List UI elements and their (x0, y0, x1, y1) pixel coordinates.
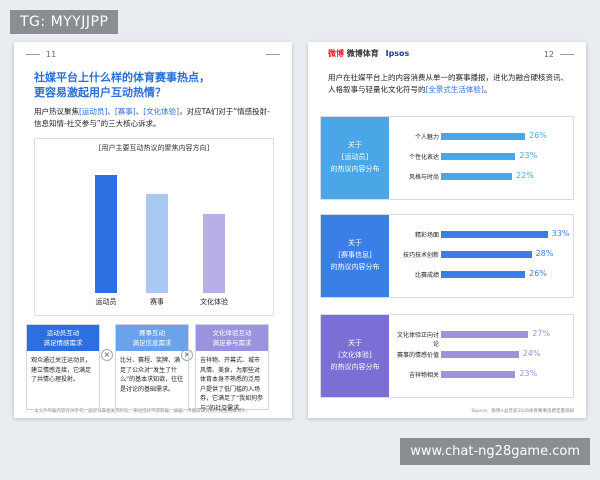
need-card: 运动员互动 满足情感需求 观众通过关注运动员，建立情感连接，它满足了共情心理投射。 (26, 324, 100, 410)
desc-text: 、 (135, 107, 144, 116)
row-bar (441, 173, 513, 180)
close-icon: × (181, 349, 193, 361)
row-percent: 33% (551, 229, 570, 238)
desc-text: ，对应TA们对于“情感投射-信息知情-社交参与”的三大核心诉求。 (34, 107, 270, 128)
row-bar (441, 231, 548, 238)
source-note: Source：微博×益普索2026体育赛事消费定量调研 (471, 409, 574, 414)
row-label: 风格与时尚 (408, 174, 439, 181)
page-rule (26, 54, 40, 55)
card-heading: 文化体验互动 满足参与需求 (196, 325, 268, 351)
row-percent: 26% (529, 269, 547, 278)
card-body: 吉祥物、开幕式、城市风情、美食，为那些对体育本身不熟悉的泛用户提供了低门槛的入场… (200, 357, 264, 412)
title-text: 用户在社媒平台上的内容消费从单一的赛事播报，进化为融合硬核资讯、人格叙事与轻量化… (328, 73, 568, 94)
desc-text: 、 (107, 107, 115, 116)
row-percent: 23% (519, 369, 538, 378)
page-number: 12 (543, 50, 554, 59)
row-bar (441, 271, 526, 278)
card-body: 比分、赛程、奖牌、满足了公众对“发生了什么”的基本求知欲，往往是讨论的基础需求。 (120, 357, 184, 393)
row-percent: 23% (519, 151, 538, 160)
need-card: 赛事互动 满足信息需求比分、赛程、奖牌、满足了公众对“发生了什么”的基本求知欲，往… (115, 324, 189, 410)
row-bar (441, 251, 532, 258)
desc-highlight: [赛事] (114, 107, 136, 116)
weibo-logo: 微博 (328, 49, 344, 58)
page-title: 社媒平台上什么样的体育赛事热点， 更容易激起用户互动热情？ (34, 70, 274, 100)
chart-category-label: 赛事 (150, 298, 164, 306)
chart-category-label: 运动员 (95, 298, 117, 306)
page-number: 11 (46, 50, 57, 59)
title-text: 。 (483, 85, 492, 94)
row-label: 吉祥物相关 (408, 372, 439, 379)
row-bar (441, 371, 516, 378)
left-page: 11 社媒平台上什么样的体育赛事热点， 更容易激起用户互动热情？ 用户热议聚焦[… (14, 42, 292, 418)
row-percent: 28% (535, 249, 554, 258)
row-label: 文化体验正向讨论 (396, 332, 439, 348)
page-title: 用户在社媒平台上的内容消费从单一的赛事播报，进化为融合硬核资讯、人格叙事与轻量化… (328, 72, 568, 96)
row-bar (441, 133, 526, 140)
row-label: 个性化表达 (408, 154, 439, 161)
desc-text: 用户热议聚焦 (34, 107, 79, 116)
need-card: 文化体验互动 满足参与需求吉祥物、开幕式、城市风情、美食，为那些对体育本身不熟悉的… (195, 324, 269, 412)
chart-bar (203, 213, 225, 293)
row-bar (441, 153, 516, 160)
brand-logos: 微博 微博体育 Ipsos (328, 48, 409, 59)
card-heading: 运动员互动 满足情感需求 (27, 325, 99, 351)
card-heading: 赛事互动 满足信息需求 (116, 325, 188, 351)
chart-bar (146, 193, 168, 293)
bar-chart: [用户主要互动热议的聚焦内容方向] 运动员 赛事 文化体验 (34, 138, 274, 316)
chart-title: [用户主要互动热议的聚焦内容方向] (98, 144, 210, 152)
distribution-section: 关于 [运动员] 的热议内容分布 个人魅力 26% 个性化表达 23% 风格与时尚 22% (320, 116, 574, 200)
section-tag: 关于 [运动员] 的热议内容分布 (321, 117, 389, 199)
watermark: www.chat-ng28game.com (400, 438, 590, 465)
row-percent: 26% (529, 131, 547, 140)
section-tag: 关于 [文化体验] 的热议内容分布 (321, 315, 389, 397)
section-tag: 关于 [赛事信息] 的热议内容分布 (321, 215, 389, 297)
distribution-section: 关于 [文化体验] 的热议内容分布 文化体验正向讨论 27% 赛事的情感价值 24% 吉祥物相… (320, 314, 574, 398)
close-icon: × (101, 349, 113, 361)
page-description: 用户热议聚焦[运动员]、[赛事]、[文化体验]，对应TA们对于“情感投射-信息知… (34, 106, 274, 130)
tg-badge: TG: MYYJJPP (10, 10, 119, 34)
title-line: 更容易激起用户互动热情？ (34, 86, 166, 99)
row-label: 个人魅力 (414, 134, 439, 141)
page-rule (560, 54, 574, 55)
row-percent: 27% (532, 329, 551, 338)
page-rule (266, 54, 280, 55)
distribution-section: 关于 [赛事信息] 的热议内容分布 精彩场面 33% 技巧技术创新 28% 比赛成绩 26% (320, 214, 574, 298)
right-page: 微博 微博体育 Ipsos 12 用户在社媒平台上的内容消费从单一的赛事播报，进… (308, 42, 586, 418)
title-highlight: [全景式生活体验] (425, 85, 484, 94)
row-label: 赛事的情感价值 (396, 352, 439, 359)
title-line: 社媒平台上什么样的体育赛事热点， (34, 71, 210, 84)
row-percent: 22% (516, 171, 534, 180)
desc-highlight: [运动员] (79, 107, 108, 116)
weibo-sports-logo: 微博体育 (346, 49, 379, 58)
chart-category-label: 文化体验 (200, 298, 228, 306)
ipsos-logo: Ipsos (385, 49, 410, 58)
row-bar (441, 331, 529, 338)
row-bar (441, 351, 519, 358)
row-label: 技巧技术创新 (402, 252, 439, 259)
row-label: 比赛成绩 (414, 272, 439, 279)
footer-note: 本文件所载内容仅供参考，版权归属相关方所有，未经授权不得转载、摘编、传播或以其他… (34, 409, 250, 414)
row-label: 精彩场面 (414, 232, 439, 239)
chart-bar (95, 175, 117, 293)
desc-highlight: [文化体验] (143, 107, 180, 116)
card-body: 观众通过关注运动员，建立情感连接，它满足了共情心理投射。 (31, 357, 92, 383)
row-percent: 24% (522, 349, 541, 358)
